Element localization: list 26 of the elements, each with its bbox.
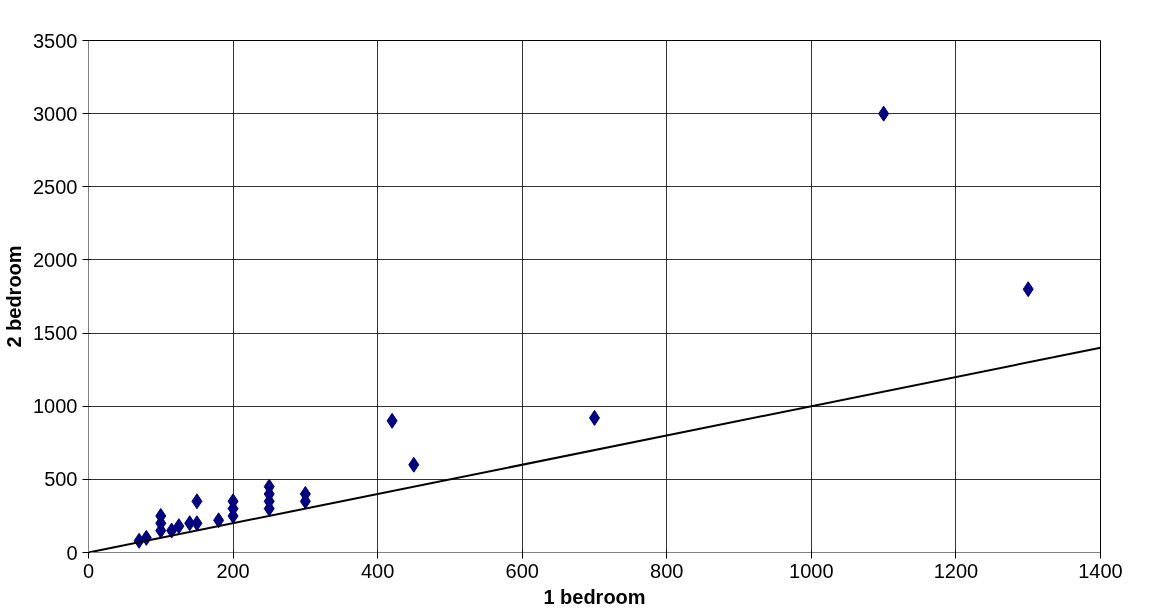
y-tick-label: 500	[44, 468, 78, 491]
point	[1022, 281, 1034, 298]
y-tick-label: 3500	[33, 29, 78, 52]
x-tick-label: 1400	[1078, 559, 1123, 582]
x-tick-label: 0	[82, 559, 95, 582]
point	[173, 518, 185, 535]
y-tick-label: 3000	[33, 102, 78, 125]
y-axis-title: 2 bedroom	[3, 245, 26, 348]
x-tick-label: 1000	[789, 559, 834, 582]
point	[191, 515, 203, 532]
point	[213, 512, 225, 529]
point	[191, 493, 203, 510]
x-tick-label: 600	[505, 559, 539, 582]
x-axis-title: 1 bedroom	[543, 585, 646, 608]
y-tick-label: 1500	[33, 322, 78, 345]
y-tick-label: 0	[66, 541, 78, 564]
point	[386, 412, 398, 429]
y-tick-label: 2000	[33, 248, 78, 271]
x-tick-label: 400	[360, 559, 395, 582]
x-tick-label: 1200	[933, 559, 979, 582]
point	[878, 105, 890, 122]
y-tick-label: 2500	[33, 175, 78, 198]
x-tick-label: 800	[650, 559, 684, 582]
y-tick-label: 1000	[33, 395, 78, 418]
point	[408, 456, 420, 473]
x-tick-label: 200	[216, 559, 250, 582]
